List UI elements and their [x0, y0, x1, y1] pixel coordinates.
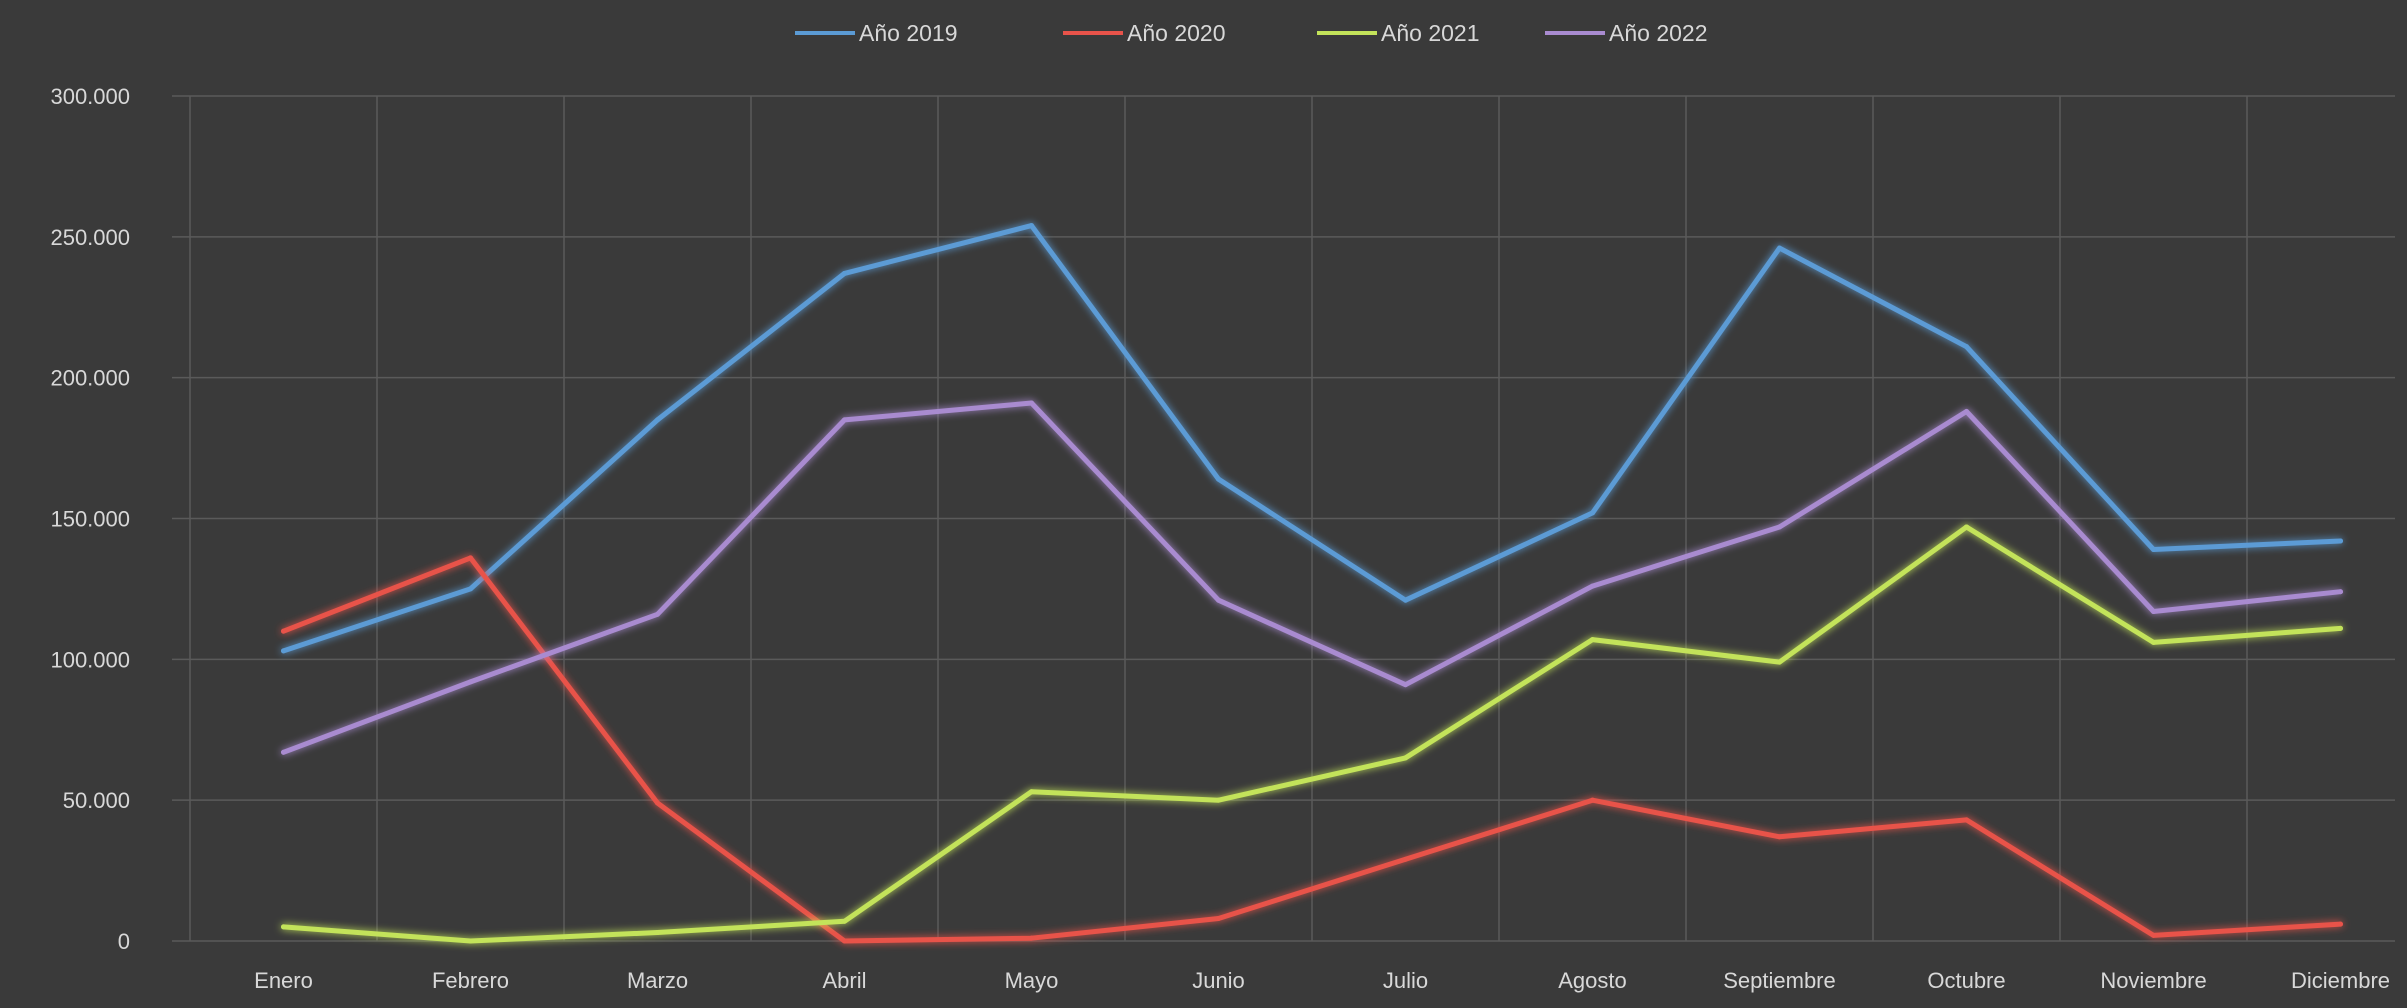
data-point	[842, 417, 847, 423]
data-point	[1590, 637, 1595, 643]
legend-item: Año 2019	[795, 20, 957, 46]
data-point	[2151, 639, 2156, 645]
data-point	[655, 417, 660, 423]
data-point	[1403, 856, 1408, 862]
x-tick-label: Septiembre	[1723, 968, 1836, 993]
y-tick-label: 100.000	[50, 647, 130, 672]
data-point	[2338, 589, 2343, 595]
data-point	[1029, 400, 1034, 406]
legend-label: Año 2020	[1127, 20, 1225, 46]
grid	[172, 95, 2395, 942]
y-tick-label: 300.000	[50, 84, 130, 109]
legend-label: Año 2019	[859, 20, 957, 46]
series-group	[281, 223, 2343, 944]
data-point	[468, 938, 473, 944]
data-point	[1029, 789, 1034, 795]
series-line	[281, 524, 2343, 944]
y-tick-label: 0	[118, 929, 130, 954]
data-point	[842, 918, 847, 924]
data-point	[1216, 597, 1221, 603]
y-tick-label: 50.000	[63, 788, 130, 813]
data-point	[1964, 817, 1969, 823]
series-line	[281, 223, 2343, 654]
data-point	[468, 586, 473, 592]
legend-item: Año 2021	[1317, 20, 1479, 46]
series-line	[281, 555, 2343, 944]
x-tick-label: Febrero	[432, 968, 509, 993]
x-tick-label: Diciembre	[2291, 968, 2390, 993]
x-tick-label: Abril	[822, 968, 866, 993]
x-tick-label: Agosto	[1558, 968, 1627, 993]
data-point	[1964, 408, 1969, 414]
data-point	[2338, 625, 2343, 631]
data-point	[655, 611, 660, 617]
data-point	[1403, 682, 1408, 688]
x-tick-label: Julio	[1383, 968, 1428, 993]
x-tick-label: Enero	[254, 968, 313, 993]
data-point	[2151, 546, 2156, 552]
legend: Año 2019 Año 2020 Año 2021 Año 2022	[795, 20, 1707, 46]
x-tick-label: Noviembre	[2100, 968, 2206, 993]
series-1	[281, 223, 2343, 654]
data-point	[1029, 935, 1034, 941]
legend-label: Año 2022	[1609, 20, 1707, 46]
data-point	[1403, 597, 1408, 603]
x-tick-label: Octubre	[1927, 968, 2005, 993]
data-point	[1964, 524, 1969, 530]
data-point	[1029, 223, 1034, 229]
data-point	[1403, 755, 1408, 761]
series-3	[281, 524, 2343, 944]
series-line	[281, 400, 2343, 755]
data-point	[1590, 510, 1595, 516]
legend-item: Año 2022	[1545, 20, 1707, 46]
data-point	[1590, 797, 1595, 803]
data-point	[281, 628, 286, 634]
data-point	[1216, 915, 1221, 921]
data-point	[468, 555, 473, 561]
data-point	[281, 749, 286, 755]
data-point	[1216, 797, 1221, 803]
legend-label: Año 2021	[1381, 20, 1479, 46]
data-point	[1777, 834, 1782, 840]
data-point	[281, 924, 286, 930]
series-4	[281, 400, 2343, 755]
y-tick-label: 250.000	[50, 225, 130, 250]
data-point	[1777, 659, 1782, 665]
data-point	[1216, 476, 1221, 482]
data-point	[1777, 245, 1782, 251]
x-axis: Enero Febrero Marzo Abril Mayo Junio Julio Agos…	[254, 968, 2390, 993]
y-tick-label: 200.000	[50, 366, 130, 391]
data-point	[842, 938, 847, 944]
x-tick-label: Junio	[1192, 968, 1245, 993]
data-point	[1590, 583, 1595, 589]
data-point	[2151, 932, 2156, 938]
data-point	[655, 930, 660, 936]
x-tick-label: Marzo	[627, 968, 688, 993]
y-axis: 0 50.000 100.000 150.000 200.000 250.000 300.0…	[50, 84, 130, 954]
data-point	[2338, 921, 2343, 927]
legend-item: Año 2020	[1063, 20, 1225, 46]
data-point	[281, 648, 286, 654]
y-tick-label: 150.000	[50, 507, 130, 532]
data-point	[468, 679, 473, 685]
data-point	[1964, 344, 1969, 350]
series-2	[281, 555, 2343, 944]
data-point	[1777, 524, 1782, 530]
data-point	[2151, 608, 2156, 614]
data-point	[655, 800, 660, 806]
data-point	[842, 270, 847, 276]
x-tick-label: Mayo	[1005, 968, 1059, 993]
data-point	[2338, 538, 2343, 544]
